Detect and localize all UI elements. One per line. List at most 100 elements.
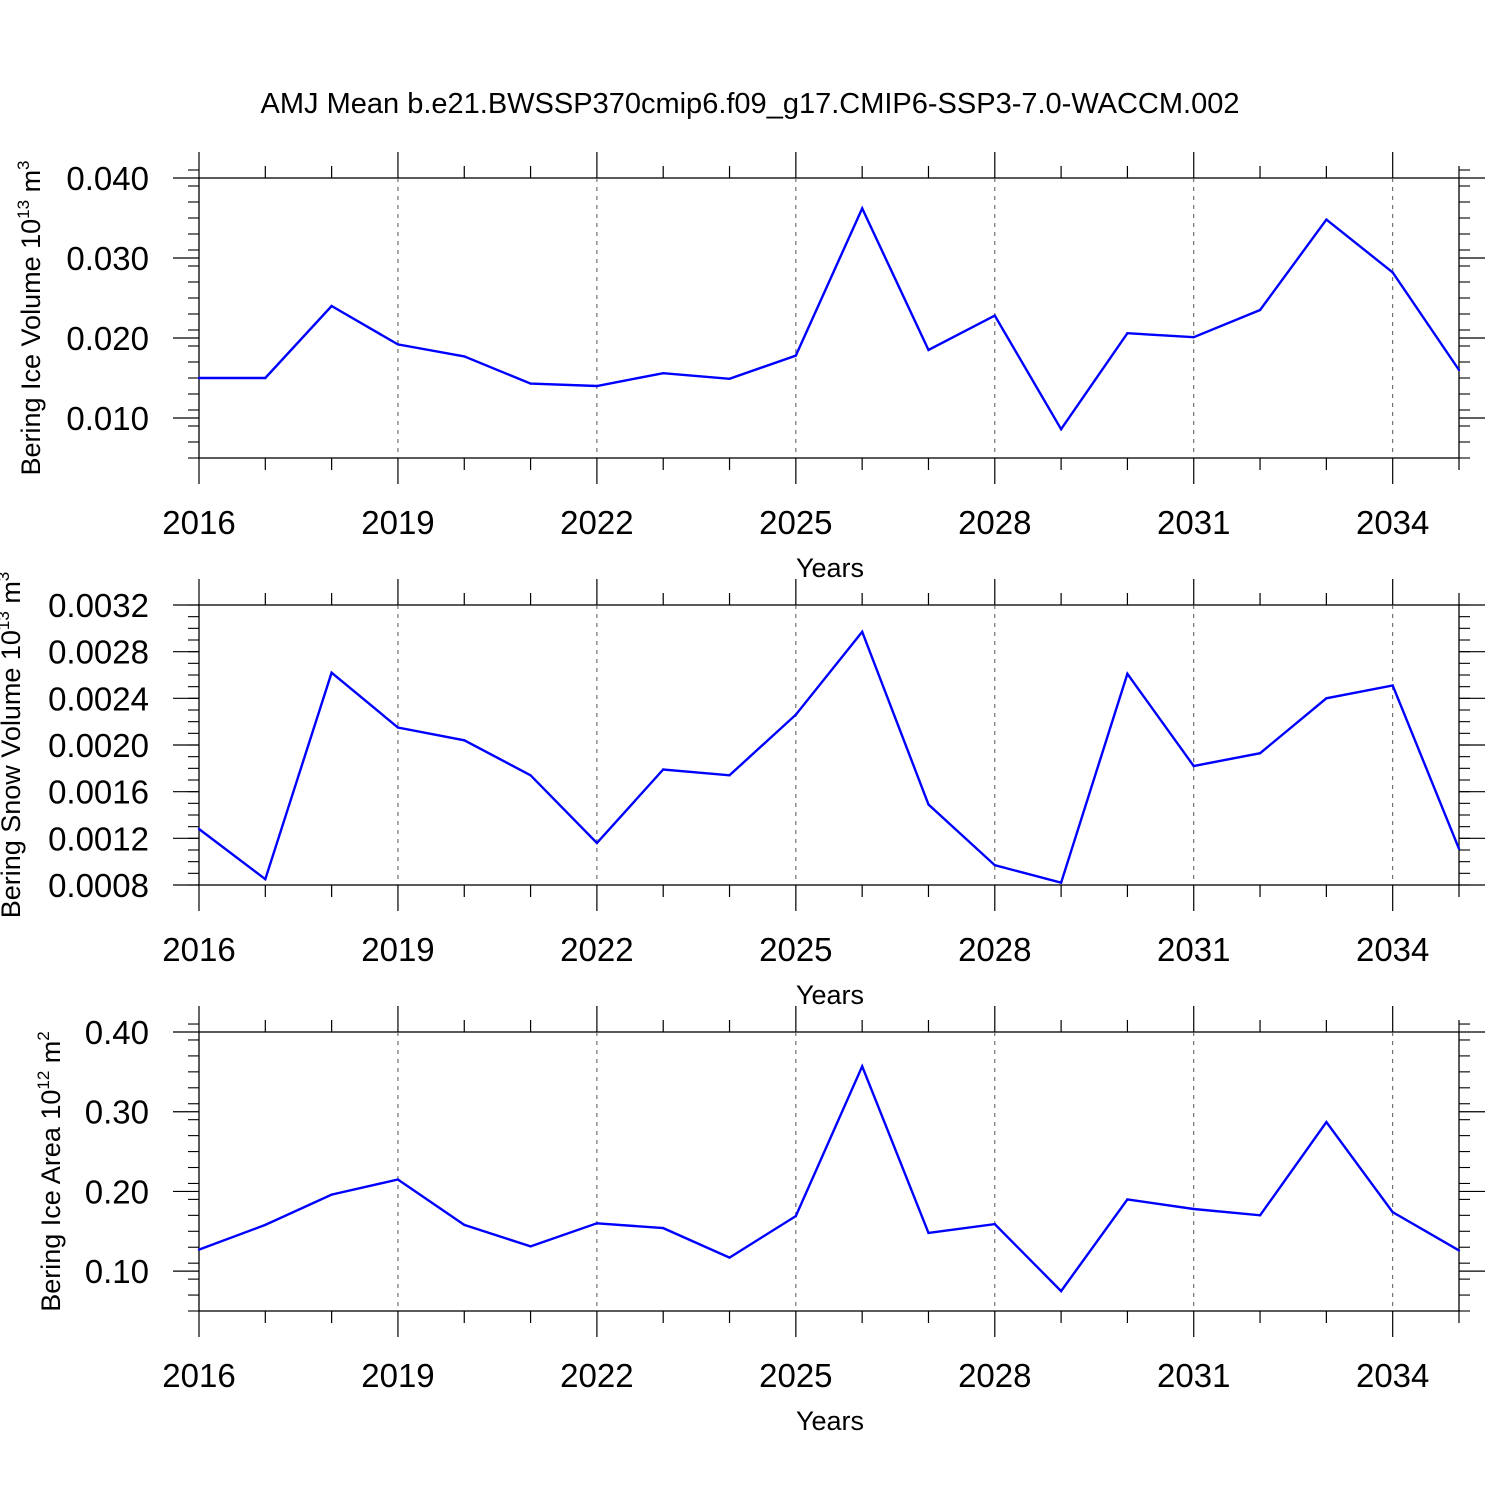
data-point <box>1391 1210 1394 1214</box>
x-tick-label: 2031 <box>1157 931 1230 968</box>
y-tick-label: 0.0028 <box>48 634 149 671</box>
y-tick-label: 0.30 <box>85 1094 149 1131</box>
x-tick-label: 2031 <box>1157 1357 1230 1394</box>
data-point <box>1457 1249 1461 1252</box>
data-point <box>396 726 400 729</box>
data-point <box>1391 271 1394 274</box>
data-point <box>264 877 267 881</box>
x-tick-label: 2034 <box>1356 1357 1429 1394</box>
data-point <box>860 1065 864 1068</box>
x-tick-label: 2028 <box>958 931 1031 968</box>
y-tick-label: 0.10 <box>85 1253 149 1290</box>
y-tick-label: 0.0024 <box>48 680 149 717</box>
data-point <box>529 1245 532 1248</box>
data-point <box>197 1248 201 1251</box>
data-point <box>529 774 532 777</box>
y-axis-label: Bering Snow Volume 1013 m3 <box>0 572 26 919</box>
y-tick-label: 0.010 <box>66 400 149 437</box>
data-point <box>728 377 731 380</box>
data-point <box>860 207 864 210</box>
x-axis-label: Years <box>796 553 864 583</box>
data-point <box>1457 368 1461 372</box>
data-point <box>1258 751 1262 755</box>
data-point <box>993 1222 996 1226</box>
data-point <box>728 1256 731 1259</box>
y-tick-label: 0.0012 <box>48 820 149 857</box>
y-tick-label: 0.20 <box>85 1173 149 1210</box>
data-point <box>529 382 532 385</box>
data-point <box>396 1178 400 1181</box>
x-axis-label: Years <box>796 1406 864 1436</box>
data-point <box>1258 1214 1262 1217</box>
data-point <box>662 372 665 375</box>
y-tick-label: 0.020 <box>66 320 149 357</box>
x-tick-label: 2016 <box>162 504 235 541</box>
x-tick-label: 2025 <box>759 504 832 541</box>
data-point <box>330 671 333 674</box>
data-point <box>794 354 798 357</box>
data-point <box>1126 1198 1129 1201</box>
y-axis-label: Bering Ice Area 1012 m2 <box>34 1031 66 1312</box>
data-point <box>1059 428 1063 431</box>
data-point <box>927 1231 930 1235</box>
data-point <box>197 827 201 831</box>
x-tick-label: 2031 <box>1157 504 1230 541</box>
x-axis-label: Years <box>796 980 864 1010</box>
x-tick-label: 2025 <box>759 931 832 968</box>
x-tick-label: 2019 <box>361 1357 434 1394</box>
data-point <box>330 304 333 308</box>
plot-frame <box>198 1031 1460 1312</box>
data-point <box>1325 1120 1328 1124</box>
y-tick-label: 0.040 <box>66 160 149 197</box>
data-point <box>1126 672 1129 676</box>
data-point <box>1325 697 1328 700</box>
x-tick-label: 2022 <box>560 1357 633 1394</box>
data-point <box>197 376 201 380</box>
data-point <box>463 355 466 358</box>
series-line <box>199 205 1460 432</box>
data-point <box>595 384 599 388</box>
x-tick-label: 2016 <box>162 931 235 968</box>
data-point <box>993 314 996 317</box>
data-point <box>1391 684 1394 687</box>
data-point <box>662 768 665 771</box>
y-tick-label: 0.0016 <box>48 774 149 811</box>
y-tick-label: 0.030 <box>66 240 149 277</box>
plot-frame <box>198 177 1460 459</box>
x-tick-label: 2022 <box>560 931 633 968</box>
y-tick-label: 0.0032 <box>48 587 149 624</box>
data-point <box>927 348 930 352</box>
data-point <box>330 1193 333 1196</box>
data-point <box>794 1214 798 1218</box>
data-point <box>794 713 798 716</box>
x-tick-label: 2016 <box>162 1357 235 1394</box>
x-tick-label: 2028 <box>958 1357 1031 1394</box>
data-point <box>1325 218 1328 221</box>
y-tick-label: 0.0008 <box>48 867 149 904</box>
series-line <box>198 629 1461 885</box>
data-point <box>396 343 400 346</box>
data-point <box>595 1222 599 1225</box>
data-point <box>728 774 731 777</box>
data-point <box>264 1223 267 1227</box>
data-point <box>1126 332 1129 335</box>
panel-ice-volume: 2016 2019 2022 2025 2028 2031 2034 Years 0.010 0.… <box>14 152 1485 583</box>
x-tick-label: 2019 <box>361 931 434 968</box>
y-tick-label: 0.40 <box>85 1014 149 1051</box>
data-point <box>1192 1207 1195 1211</box>
data-point <box>264 376 267 380</box>
x-tick-label: 2025 <box>759 1357 832 1394</box>
data-point <box>927 803 930 806</box>
data-point <box>993 863 996 867</box>
data-point <box>463 1223 466 1227</box>
data-point <box>1258 308 1262 312</box>
data-point <box>595 841 599 845</box>
data-point <box>1059 1289 1063 1293</box>
x-tick-label: 2034 <box>1356 931 1429 968</box>
data-point <box>1192 336 1195 339</box>
x-tick-label: 2028 <box>958 504 1031 541</box>
chart-title: AMJ Mean b.e21.BWSSP370cmip6.f09_g17.CMI… <box>261 88 1240 120</box>
x-tick-label: 2034 <box>1356 504 1429 541</box>
data-point <box>1192 764 1195 768</box>
